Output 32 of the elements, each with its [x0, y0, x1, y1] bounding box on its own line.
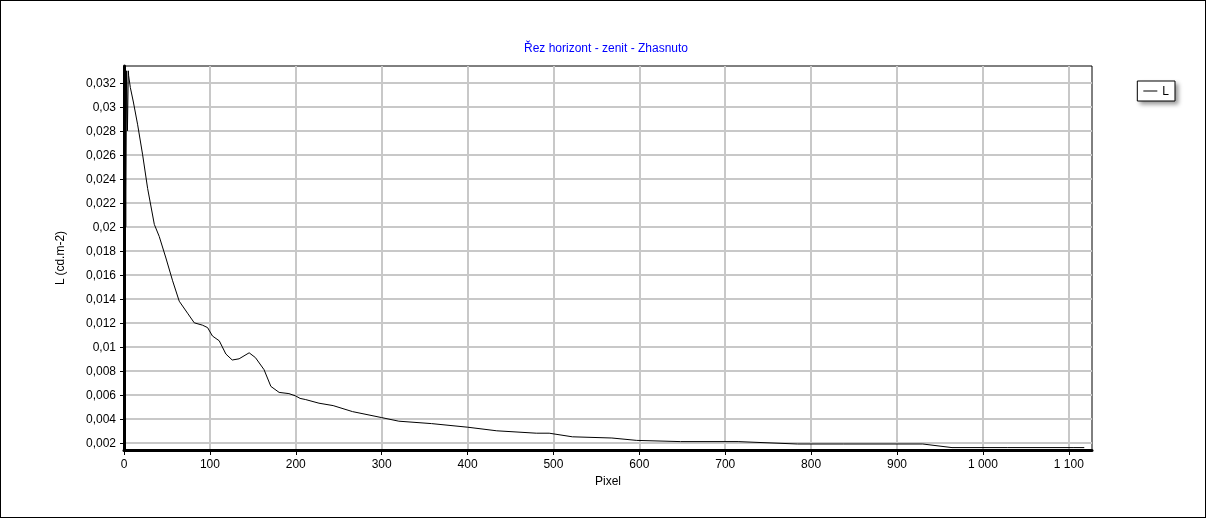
- y-tick-label: 0,01: [92, 339, 117, 354]
- y-tick-label: 0,006: [85, 387, 117, 402]
- y-tick-label: 0,028: [85, 123, 117, 138]
- x-tick-label: 700: [715, 457, 736, 471]
- y-tick-label: 0,024: [85, 171, 117, 186]
- y-tick-label: 0,014: [85, 291, 117, 306]
- y-tick-label: 0,012: [85, 315, 117, 330]
- x-tick-label: 200: [285, 457, 307, 471]
- x-tick-label: 500: [543, 457, 564, 471]
- y-tick-label: 0,026: [85, 147, 117, 162]
- x-tick-label: 300: [371, 457, 393, 471]
- y-tick-label: 0,004: [85, 411, 117, 426]
- x-tick-label: 800: [801, 457, 822, 471]
- x-axis-title: Pixel: [594, 473, 622, 488]
- y-tick-label: 0,008: [85, 363, 117, 378]
- x-tick-label: 900: [887, 457, 908, 471]
- chart-title: Řez horizont - zenit - Zhasnuto: [523, 40, 689, 55]
- y-tick-label: 0,03: [92, 99, 117, 114]
- x-tick-label: 400: [457, 457, 478, 471]
- x-tick-label: 600: [629, 457, 650, 471]
- y-axis-title: L (cd.m-2): [53, 230, 67, 286]
- x-tick-label: 1 000: [967, 457, 999, 471]
- y-tick-label: 0,02: [92, 219, 117, 234]
- y-tick-label: 0,002: [85, 435, 117, 450]
- x-tick-label: 1 100: [1053, 457, 1085, 471]
- y-tick-label: 0,032: [85, 75, 117, 90]
- y-tick-label: 0,022: [85, 195, 117, 210]
- y-tick-label: 0,016: [85, 267, 117, 282]
- y-tick-label: 0,018: [85, 243, 117, 258]
- x-tick-label: 0: [120, 457, 128, 471]
- legend-label: L: [1162, 84, 1170, 98]
- x-tick-label: 100: [199, 457, 221, 471]
